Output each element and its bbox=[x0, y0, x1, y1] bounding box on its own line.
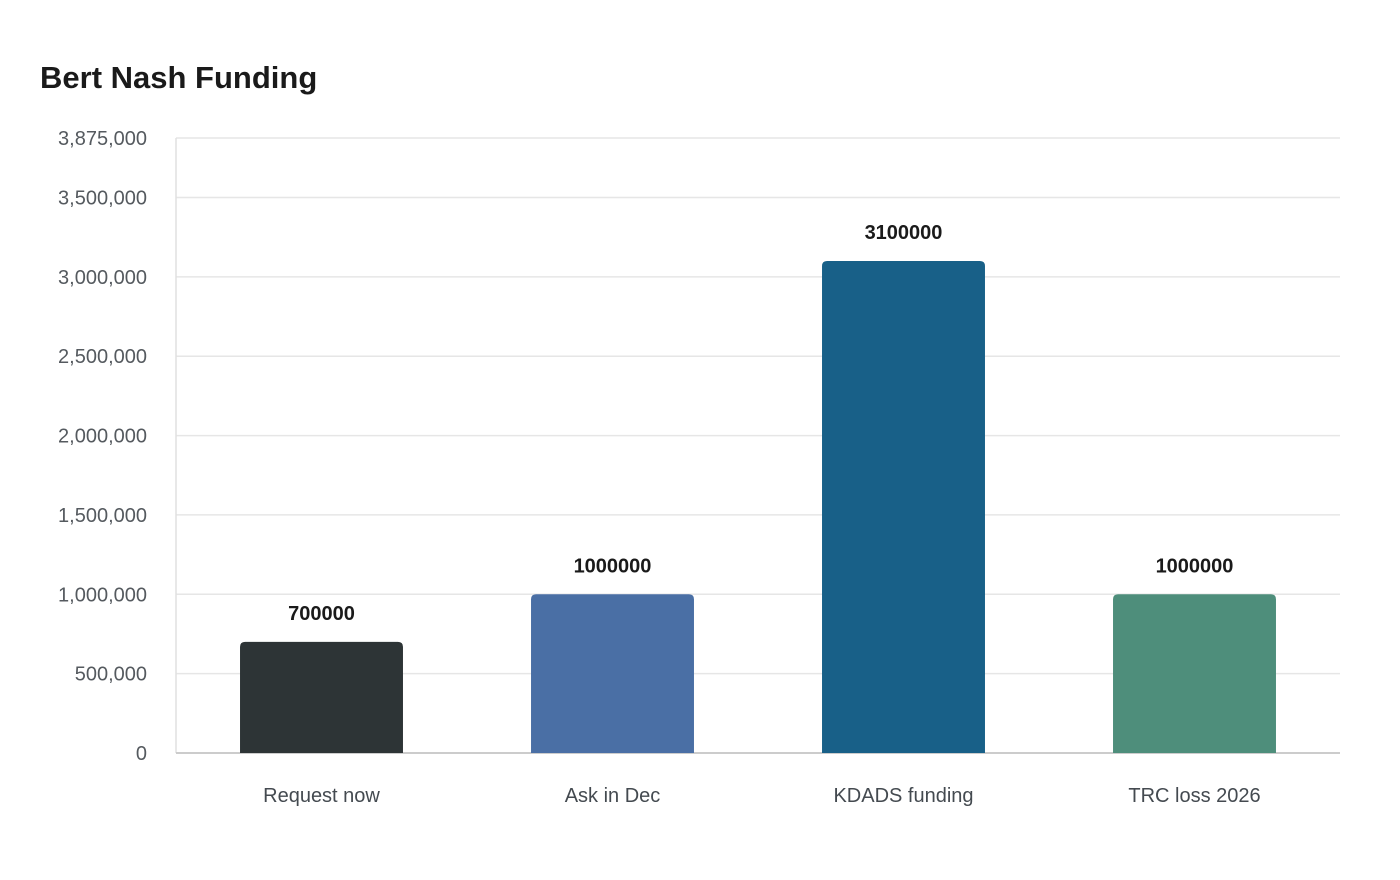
y-tick-label: 2,000,000 bbox=[58, 426, 147, 448]
bar-ask-in-dec bbox=[531, 594, 694, 753]
bar-trc-loss-2026 bbox=[1113, 594, 1276, 753]
y-tick-label: 1,500,000 bbox=[58, 505, 147, 527]
x-tick-label: Ask in Dec bbox=[565, 785, 661, 807]
y-tick-label: 3,875,000 bbox=[58, 128, 147, 150]
y-tick-label: 3,000,000 bbox=[58, 267, 147, 289]
x-tick-label: KDADS funding bbox=[833, 785, 973, 807]
bar-kdads-funding bbox=[822, 261, 985, 753]
data-label: 3100000 bbox=[865, 222, 943, 244]
chart-title: Bert Nash Funding bbox=[40, 60, 318, 95]
x-tick-label: TRC loss 2026 bbox=[1128, 785, 1260, 807]
data-label: 1000000 bbox=[574, 555, 652, 577]
y-tick-label: 3,500,000 bbox=[58, 188, 147, 210]
bars bbox=[240, 261, 1276, 753]
data-label: 1000000 bbox=[1156, 555, 1234, 577]
y-tick-label: 0 bbox=[136, 743, 147, 765]
y-tick-label: 500,000 bbox=[75, 664, 147, 686]
bar-request-now bbox=[240, 641, 403, 753]
gridlines bbox=[176, 137, 1340, 675]
x-tick-label: Request now bbox=[263, 785, 380, 807]
labels: 0 500,000 1,000,000 1,500,000 2,000,000 2,500… bbox=[58, 128, 1261, 807]
data-label: 700000 bbox=[288, 603, 355, 625]
y-tick-label: 1,000,000 bbox=[58, 584, 147, 606]
y-tick-label: 2,500,000 bbox=[58, 346, 147, 368]
